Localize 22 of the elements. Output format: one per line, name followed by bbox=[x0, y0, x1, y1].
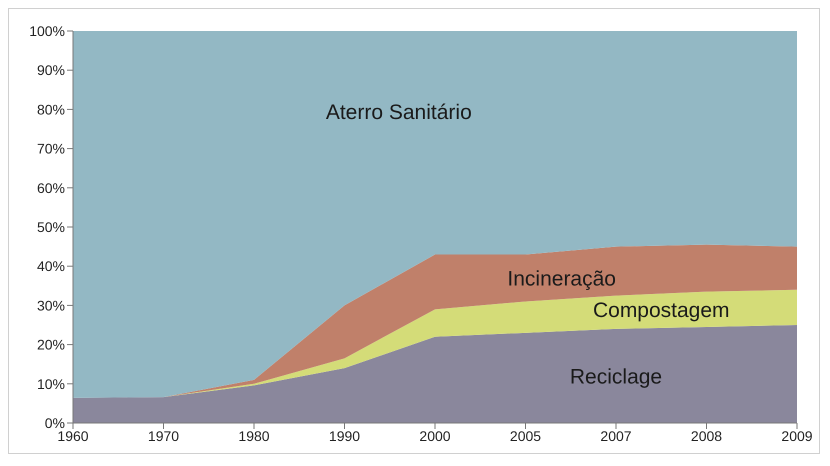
x-tick-label: 2008 bbox=[690, 428, 722, 444]
x-tick-label: 1970 bbox=[148, 428, 180, 444]
y-tick-label: 80% bbox=[36, 101, 65, 118]
y-tick-label: 10% bbox=[36, 376, 65, 392]
y-tick-label: 90% bbox=[36, 62, 65, 78]
y-tick-label: 30% bbox=[36, 297, 65, 314]
series-label: Aterro Sanitário bbox=[326, 100, 472, 124]
series-label: Compostagem bbox=[592, 298, 730, 322]
y-tick-label: 60% bbox=[36, 180, 65, 196]
y-tick-label: 70% bbox=[36, 140, 65, 157]
y-tick-label: 20% bbox=[36, 336, 65, 353]
x-tick-label: 2007 bbox=[600, 428, 632, 444]
y-tick-label: 100% bbox=[29, 22, 65, 39]
x-tick-label: 1980 bbox=[238, 428, 270, 444]
x-tick-label: 2000 bbox=[419, 428, 451, 444]
y-tick-label: 40% bbox=[36, 258, 65, 274]
series-label: Reciclage bbox=[570, 365, 662, 388]
series-label: Incineração bbox=[507, 267, 616, 290]
x-tick-label: 2009 bbox=[781, 428, 813, 444]
x-tick-label: 2005 bbox=[510, 428, 542, 444]
y-tick-label: 50% bbox=[36, 218, 65, 235]
x-tick-label: 1990 bbox=[328, 428, 360, 444]
